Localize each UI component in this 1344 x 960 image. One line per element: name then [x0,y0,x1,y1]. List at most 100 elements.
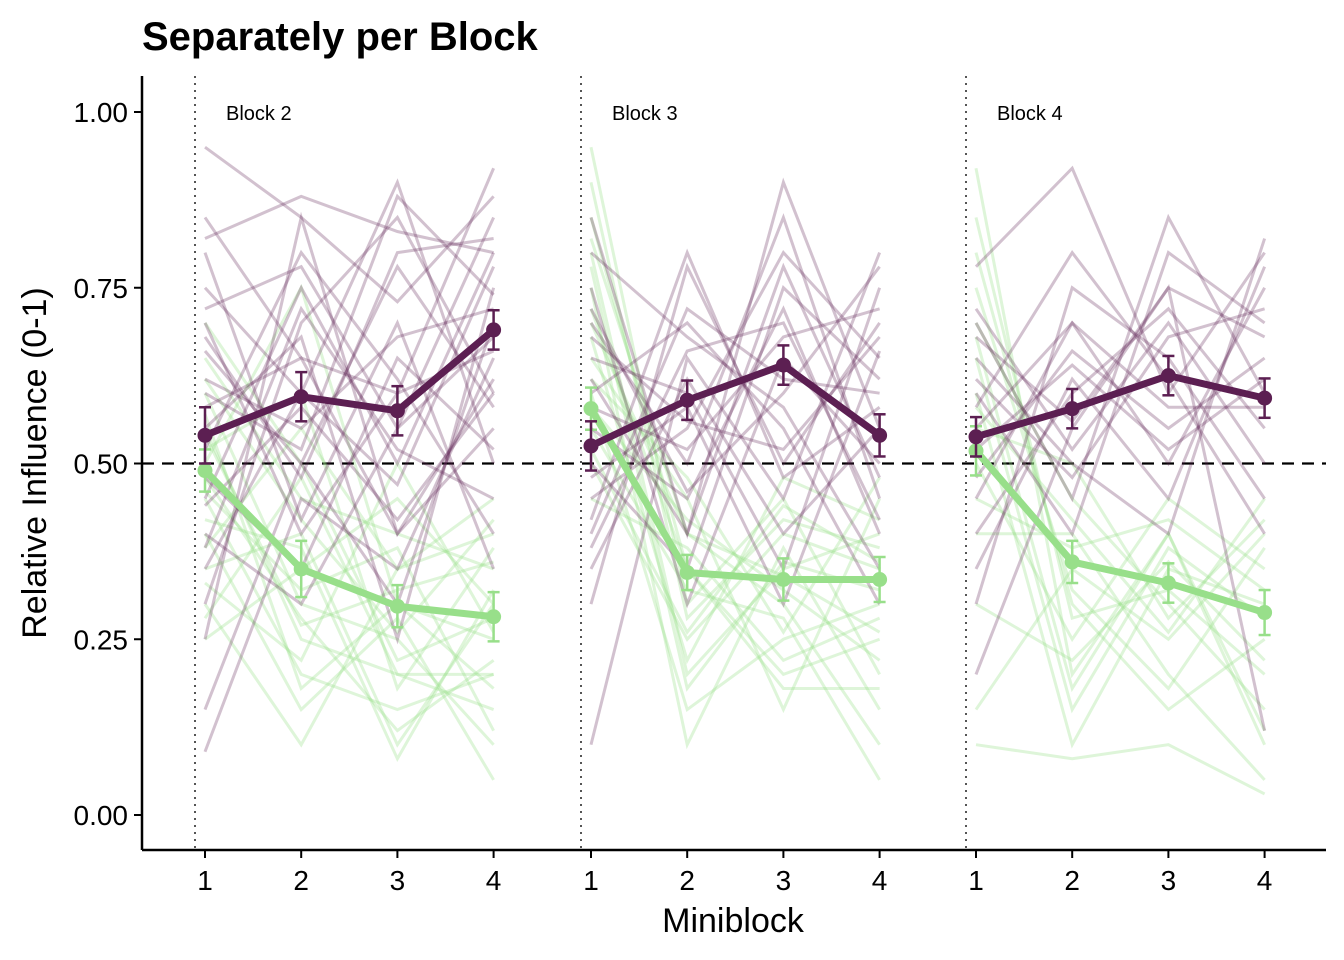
individual-line-green [203,434,495,628]
individual-line-purple [203,249,495,535]
individual-line-green [204,496,495,641]
individual-line-green [203,413,495,692]
individual-line-purple [590,250,881,500]
x-tick-label: 2 [1064,865,1080,896]
individual-line-purple [590,251,881,570]
individual-line-green [203,322,495,663]
individual-line-green [589,336,881,665]
individual-line-green [204,531,495,748]
individual-line-green [203,392,495,746]
plot-area: Block 2 Block 3 Block 4 [142,76,1326,850]
individual-line-purple [204,145,495,304]
individual-line-purple [204,193,495,452]
individual-line-purple [974,306,1266,535]
individual-line-purple [204,216,495,607]
individual-line-green [204,460,495,663]
individual-line-purple [204,356,495,537]
x-tick-label: 3 [1161,865,1177,896]
individual-line-purple [590,350,882,608]
individual-line-purple [590,335,881,452]
individual-line-green [589,287,881,750]
individual-line-purple [974,266,1266,570]
individual-line-purple [589,252,881,746]
individual-line-purple [203,392,495,523]
individual-line-green [203,533,495,781]
mean-point-green [1257,605,1273,621]
individual-line-green [589,448,881,636]
individual-line-green [974,217,1266,676]
mean-line-green [587,406,880,583]
y-tick-label: 0.50 [74,449,129,480]
mean-point-purple [1257,390,1273,406]
individual-line-green [975,497,1266,592]
x-axis-title: Miniblock [662,902,805,940]
individual-line-green [976,532,1266,781]
individual-line-green [589,462,881,642]
individual-line-purple [975,363,1266,452]
mean-point-green [389,598,405,614]
individual-line-green [589,181,881,622]
individual-line-green [203,425,495,572]
individual-line-green [589,308,880,690]
mean-point-green [679,564,695,580]
individual-line-purple [203,214,495,605]
individual-line-green [589,252,881,678]
mean-line-green [202,468,494,621]
mean-point-green [775,571,791,587]
individual-line-purple [589,285,881,572]
individual-line-purple [203,305,495,549]
mean-point-green [197,463,213,479]
individual-line-green [589,427,881,781]
individual-line-green [203,490,495,732]
individual-line-purple [203,266,495,570]
individual-line-purple [974,213,1266,503]
individual-line-green [974,252,1266,712]
individual-line-green [204,390,495,692]
axes: 1 2 3 4 1 2 3 4 1 2 3 4 0.00 0.25 0.50 0.75 1.00 [74,76,1326,896]
mean-point-purple [775,357,791,373]
individual-line-purple [974,165,1266,397]
individual-line-green [974,392,1266,749]
individual-line-purple [590,305,881,535]
mean-line-green [973,448,1266,616]
individual-line-green [589,238,881,634]
individual-line-green [204,518,495,763]
individual-line-purple [590,287,882,573]
individual-line-purple [203,178,496,464]
y-axis-title: Relative Influence (0-1) [16,287,54,639]
individual-line-green [203,474,494,676]
individual-line-green [589,146,881,676]
x-tick-label: 4 [872,865,888,896]
x-tick-label: 2 [679,865,695,896]
mean-point-green [486,609,502,625]
mean-point-purple [293,389,309,405]
mean-point-green [293,561,309,577]
individual-line-purple [203,357,495,753]
individual-line-purple [974,249,1266,535]
individual-line-green [975,743,1266,796]
chart-title: Separately per Block [142,15,538,59]
x-tick-label: 3 [776,865,792,896]
individual-line-purple [589,265,881,495]
individual-line-purple [589,376,881,570]
individual-line-purple [203,252,495,570]
individual-line-purple [589,213,882,500]
individual-line-green [203,427,495,711]
individual-line-purple [203,211,495,640]
individual-line-purple [204,307,495,431]
individual-line-purple [203,322,496,711]
mean-point-purple [968,429,984,445]
individual-line-green [974,287,1266,691]
block-label: Block 3 [612,103,678,125]
mean-point-purple [1064,401,1080,417]
individual-line-purple [974,307,1266,480]
individual-line-purple [203,251,495,500]
individual-line-purple [590,307,881,452]
individual-line-purple [589,321,881,549]
x-tick-label: 3 [390,865,406,896]
individual-line-purple [974,307,1266,465]
individual-line-green [974,336,1266,732]
individual-line-green [589,266,881,692]
individual-line-purple [975,285,1266,424]
